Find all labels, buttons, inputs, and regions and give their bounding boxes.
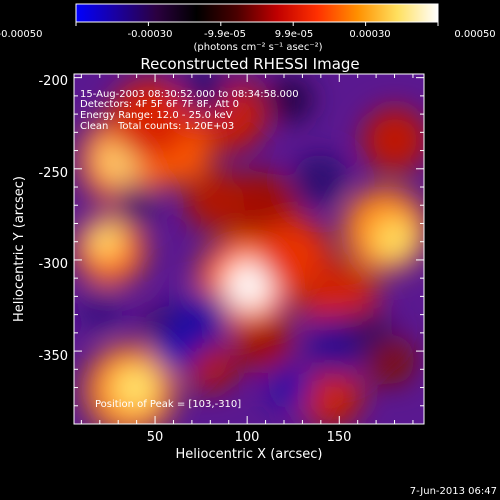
x-axis-label: Heliocentric X (arcsec) [176,447,323,462]
intensity-blob-12 [373,218,417,262]
y-tick-label-250: -250 [38,166,68,181]
x-tick-label-150: 150 [327,430,352,445]
plot-frame [73,73,425,425]
colorbar-tick-label-4: 9.9e-05 [275,29,313,40]
x-tick-label-50: 50 [147,430,164,445]
intensity-blob-3 [110,80,190,160]
y-tick-label-300: -300 [38,257,68,272]
footer-date: 7-Jun-2013 06:47 [410,486,497,497]
info-block: 15-Aug-2003 08:30:52.000 to 08:34:58.000… [80,89,299,132]
peak-position-label: Position of Peak = [103,-310] [95,399,241,410]
intensity-blob-31 [268,78,312,122]
image-area [74,74,424,424]
info-clean-label: Clean [80,121,108,132]
intensity-blob-26 [153,328,197,372]
colorbar-unit-label: (photons cm⁻² s⁻¹ asec⁻²) [193,42,322,53]
intensity-blob-32 [348,308,392,352]
y-tick-label-350: -350 [38,349,68,364]
intensity-blob-18 [184,339,236,391]
info-time-range: 15-Aug-2003 08:30:52.000 to 08:34:58.000 [80,89,299,100]
colorbar-tick-label-6: 0.00050 [454,29,495,40]
info-energy-range: Energy Range: 12.0 - 25.0 keV [80,110,233,121]
colorbar-tick-label-5: 0.00030 [349,29,390,40]
colorbar-tick-label-2: -0.00030 [128,29,173,40]
intensity-blob-30 [181,74,229,114]
intensity-blob-29 [78,288,122,332]
info-total-counts: Total counts: 1.20E+03 [117,121,234,132]
intensity-blob-9 [259,219,331,291]
intensity-blob-6 [185,170,245,230]
intensity-blob-8 [226,261,274,309]
axis-ticks [74,74,424,425]
colorbar-ticks [75,22,439,26]
y-tick-label-200: -200 [38,74,68,89]
intensity-blob-24 [113,183,157,227]
y-axis-label: Heliocentric Y (arcsec) [12,176,27,322]
intensity-blob-19 [237,317,293,373]
colorbar-tick-label-1: -0.00050 [0,29,42,40]
intensity-blob-15 [87,222,123,258]
intensity-map [75,74,424,424]
intensity-blob-20 [298,363,362,424]
colorbar: -0.00050 -0.00030 -9.9e-05 9.9e-05 0.000… [0,3,496,53]
intensity-blob-17 [113,366,157,410]
intensity-blob-23 [294,154,346,206]
plot-title: Reconstructed RHESSI Image [140,55,359,73]
x-tick-label-100: 100 [235,430,260,445]
intensity-blob-13 [363,108,424,172]
intensity-blob-28 [268,363,312,407]
info-detectors: Detectors: 4F 5F 6F 7F 8F, Att 0 [80,99,239,110]
colorbar-tick-label-3: -9.9e-05 [204,29,246,40]
colorbar-gradient [75,3,439,23]
